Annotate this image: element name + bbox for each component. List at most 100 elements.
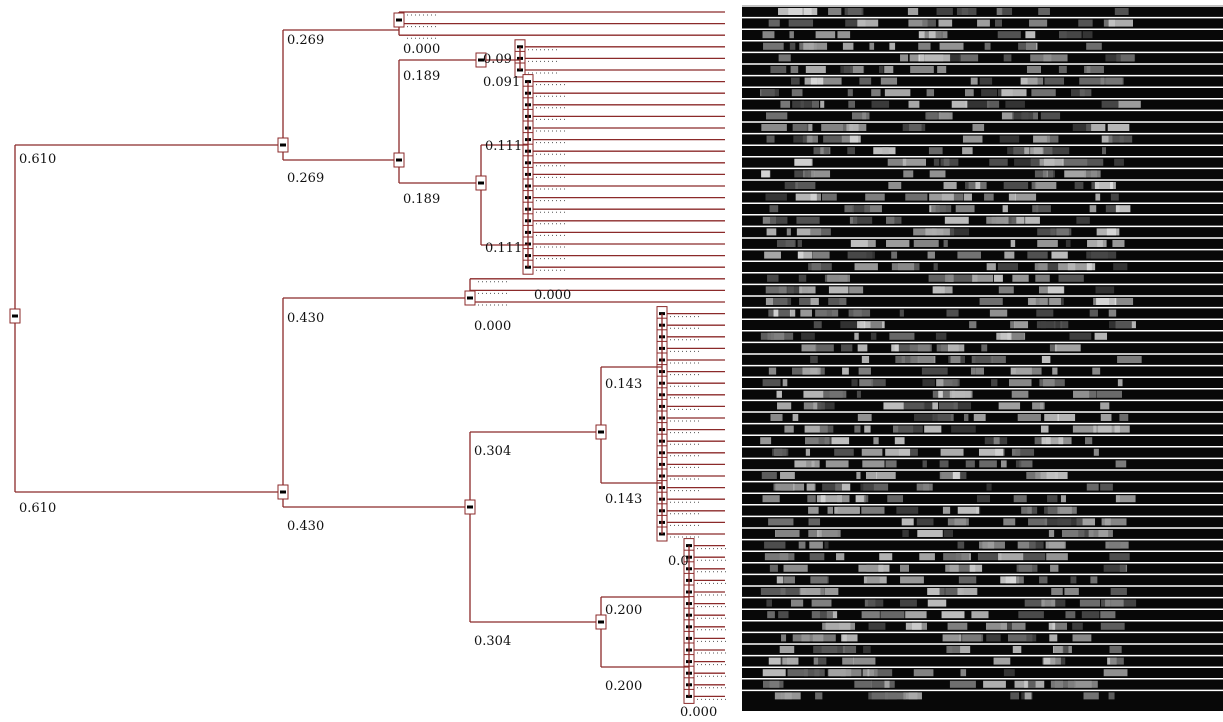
strip-spot (828, 8, 841, 15)
strip-spot (1000, 136, 1019, 143)
strip-spot (801, 333, 815, 340)
strip-spot (814, 658, 818, 665)
strip-spot (964, 194, 972, 201)
strip-spot (1059, 31, 1082, 38)
strip-spot (807, 484, 816, 491)
strip-spot (1041, 600, 1055, 607)
strip-spot (793, 634, 810, 641)
strip-spot (1004, 669, 1015, 676)
node-minus (396, 159, 402, 162)
strip-spot (793, 124, 808, 131)
strip-spot (902, 518, 914, 525)
strip-spot (1095, 194, 1100, 201)
strip-spot (965, 101, 989, 108)
strip-spot (928, 252, 935, 259)
strip-spot (1018, 414, 1041, 421)
distance-label: 0.430 (287, 519, 324, 534)
strip-spot (766, 112, 787, 119)
strip-spot (1109, 20, 1133, 27)
strip-spot (918, 356, 933, 363)
distance-label: 0.610 (19, 501, 56, 516)
strip-spot (888, 182, 901, 189)
strip-spot (943, 507, 950, 514)
strip-spot (763, 681, 779, 688)
strip-spot (1035, 182, 1057, 189)
strip-spot (1102, 147, 1106, 154)
strip-spot (789, 20, 813, 27)
strip-spot (909, 101, 920, 108)
strip-spot (937, 66, 946, 73)
strip-spot (841, 634, 857, 641)
strip-spot (1101, 623, 1125, 630)
distance-label: 0.000 (474, 319, 511, 334)
strip-spot (953, 472, 960, 479)
collapse-node[interactable] (394, 153, 404, 167)
distance-label: 0.111 (485, 241, 522, 256)
strip-spot (883, 402, 903, 409)
strip-spot (1080, 600, 1100, 607)
strip-spot (971, 78, 978, 85)
strip-spot (863, 669, 870, 676)
strip-spot (980, 78, 992, 85)
strip-spot (796, 217, 819, 224)
strip-spot (791, 600, 803, 607)
strip-spot (822, 646, 846, 653)
strip-spot (906, 623, 922, 630)
strip-spot (1065, 611, 1075, 618)
strip-spot (829, 286, 849, 293)
strip-spot (1109, 692, 1115, 699)
strip-spot (1083, 31, 1093, 38)
strip-spot (781, 692, 800, 699)
collapse-node[interactable] (465, 500, 475, 514)
strip-spot (871, 333, 876, 340)
strip-spot (778, 8, 803, 15)
collapse-node[interactable] (596, 425, 606, 439)
strip-spot (977, 495, 990, 502)
strip-spot (1041, 112, 1060, 119)
strip-spot (1039, 576, 1047, 583)
strip-spot (932, 402, 938, 409)
strip-spot (806, 460, 811, 467)
strip-spot (826, 460, 849, 467)
strip-spot (966, 460, 975, 467)
strip-spot (860, 484, 873, 491)
strip-spot (790, 43, 796, 50)
strip-spot (777, 391, 782, 398)
strip-spot (1104, 565, 1126, 572)
strip-spot (922, 379, 935, 386)
strip-spot (849, 310, 862, 317)
dendrogram-view: 0.6100.6100.2690.2690.0000.1890.1890.090… (0, 0, 1223, 722)
strip-spot (779, 553, 794, 560)
strip-spot (882, 147, 888, 154)
strip-spot (761, 170, 770, 177)
strip-spot (1010, 321, 1015, 328)
strip-spot (767, 228, 777, 235)
collapse-node[interactable] (465, 291, 475, 305)
strip-spot (1111, 194, 1119, 201)
strip-spot (1016, 460, 1021, 467)
collapse-node[interactable] (476, 176, 486, 190)
strip-spot (809, 518, 821, 525)
strip-spot (1110, 646, 1122, 653)
strip-spot (769, 368, 776, 375)
strip-spot (944, 240, 948, 247)
strip-spot (1105, 54, 1120, 61)
strip-spot (934, 263, 938, 270)
collapse-node[interactable] (278, 138, 288, 152)
collapse-node[interactable] (394, 13, 404, 27)
strip-spot (769, 20, 780, 27)
strip-spot (1048, 170, 1055, 177)
collapse-node[interactable] (10, 309, 20, 323)
strip-spot (819, 437, 825, 444)
strip-spot (1060, 321, 1068, 328)
strip-spot (924, 426, 941, 433)
strip-spot (801, 101, 812, 108)
strip-spot (871, 89, 880, 96)
strip-spot (793, 414, 799, 421)
strip-spot (770, 66, 786, 73)
strip-spot (767, 136, 775, 143)
strip-spot (1036, 205, 1051, 212)
collapse-node[interactable] (278, 485, 288, 499)
strip-spot (780, 646, 795, 653)
strip-spot (804, 669, 825, 676)
